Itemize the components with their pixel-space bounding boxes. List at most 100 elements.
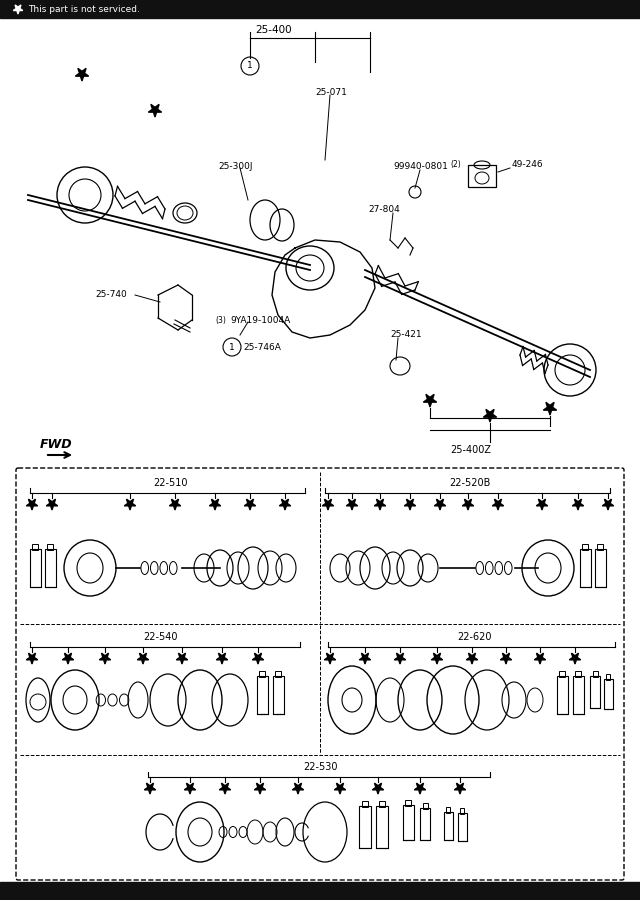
- Polygon shape: [372, 783, 384, 794]
- Polygon shape: [76, 68, 89, 81]
- Text: (3): (3): [215, 316, 226, 325]
- Bar: [444, 812, 452, 840]
- Polygon shape: [279, 500, 291, 510]
- Polygon shape: [324, 653, 336, 664]
- Polygon shape: [13, 5, 23, 14]
- Polygon shape: [209, 500, 221, 510]
- Bar: [362, 801, 368, 807]
- Bar: [0, 0, 640, 18]
- Text: 25-071: 25-071: [315, 88, 347, 97]
- Polygon shape: [170, 500, 180, 510]
- Polygon shape: [602, 500, 614, 510]
- Polygon shape: [99, 653, 111, 664]
- Polygon shape: [252, 653, 264, 664]
- Bar: [257, 676, 268, 714]
- Bar: [460, 808, 464, 814]
- Text: 22-530: 22-530: [303, 762, 337, 772]
- Bar: [593, 671, 598, 677]
- Bar: [420, 808, 430, 840]
- Bar: [557, 676, 568, 714]
- Polygon shape: [467, 653, 477, 664]
- Polygon shape: [184, 783, 196, 794]
- Text: FWD: FWD: [40, 438, 72, 451]
- Polygon shape: [492, 500, 504, 510]
- Polygon shape: [570, 653, 580, 664]
- Text: 49-246: 49-246: [512, 160, 543, 169]
- Polygon shape: [148, 104, 162, 117]
- Text: This part is not serviced.: This part is not serviced.: [28, 4, 140, 13]
- Polygon shape: [543, 402, 557, 415]
- Polygon shape: [435, 500, 445, 510]
- Polygon shape: [26, 500, 38, 510]
- Polygon shape: [431, 653, 443, 664]
- Text: (2): (2): [450, 160, 461, 169]
- Bar: [458, 813, 467, 841]
- Polygon shape: [292, 783, 304, 794]
- Polygon shape: [323, 500, 333, 510]
- Polygon shape: [572, 500, 584, 510]
- Polygon shape: [216, 653, 228, 664]
- Bar: [468, 165, 496, 187]
- Polygon shape: [346, 500, 358, 510]
- Text: 9YA19-1004A: 9YA19-1004A: [230, 316, 291, 325]
- Bar: [559, 671, 564, 677]
- Text: 25-740: 25-740: [95, 290, 127, 299]
- Bar: [582, 544, 588, 550]
- Polygon shape: [46, 500, 58, 510]
- Bar: [273, 676, 284, 714]
- Polygon shape: [534, 653, 546, 664]
- Polygon shape: [394, 653, 406, 664]
- Text: 22-520B: 22-520B: [449, 478, 491, 488]
- Polygon shape: [483, 410, 497, 422]
- Text: 25-421: 25-421: [390, 330, 422, 339]
- Bar: [259, 671, 265, 677]
- Text: 1: 1: [247, 61, 253, 70]
- Text: 22-540: 22-540: [143, 632, 177, 642]
- Bar: [32, 544, 38, 550]
- Bar: [47, 544, 52, 550]
- Bar: [573, 676, 584, 714]
- Text: 22-620: 22-620: [458, 632, 492, 642]
- Text: 22-510: 22-510: [153, 478, 188, 488]
- Polygon shape: [124, 500, 136, 510]
- Text: 25-746A: 25-746A: [243, 343, 281, 352]
- Bar: [376, 806, 388, 848]
- Bar: [359, 806, 371, 848]
- Polygon shape: [500, 653, 512, 664]
- Polygon shape: [334, 783, 346, 794]
- Bar: [422, 803, 428, 809]
- Bar: [403, 805, 413, 840]
- Bar: [405, 799, 411, 806]
- Bar: [45, 549, 56, 587]
- Bar: [605, 674, 611, 680]
- Bar: [445, 807, 451, 813]
- Polygon shape: [138, 653, 148, 664]
- Polygon shape: [176, 653, 188, 664]
- Bar: [379, 801, 385, 807]
- Text: 99940-0801: 99940-0801: [393, 162, 448, 171]
- Bar: [29, 549, 40, 587]
- Polygon shape: [62, 653, 74, 664]
- Text: 25-400: 25-400: [255, 25, 292, 35]
- Bar: [590, 676, 600, 708]
- Bar: [597, 544, 603, 550]
- Text: 27-804: 27-804: [368, 205, 400, 214]
- Text: 1: 1: [229, 343, 235, 352]
- Bar: [604, 679, 612, 709]
- Polygon shape: [454, 783, 466, 794]
- Polygon shape: [359, 653, 371, 664]
- Polygon shape: [244, 500, 256, 510]
- Polygon shape: [26, 653, 38, 664]
- Polygon shape: [404, 500, 416, 510]
- Polygon shape: [374, 500, 386, 510]
- Bar: [575, 671, 580, 677]
- Bar: [579, 549, 591, 587]
- Bar: [275, 671, 281, 677]
- Polygon shape: [423, 394, 436, 407]
- Text: 25-400Z: 25-400Z: [450, 445, 491, 455]
- Polygon shape: [220, 783, 230, 794]
- Text: 25-300J: 25-300J: [218, 162, 253, 171]
- Polygon shape: [254, 783, 266, 794]
- Polygon shape: [414, 783, 426, 794]
- Bar: [595, 549, 605, 587]
